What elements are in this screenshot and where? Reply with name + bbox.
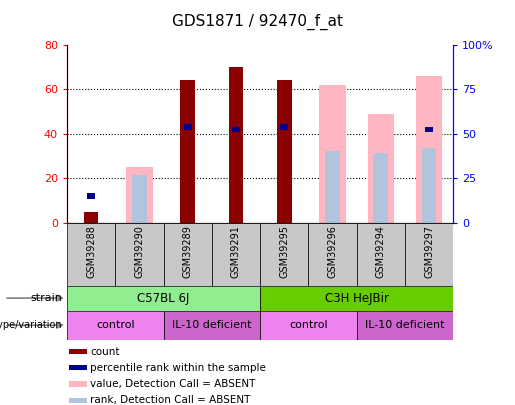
Text: control: control (289, 320, 328, 330)
Bar (163, 311, 260, 340)
Text: rank, Detection Call = ABSENT: rank, Detection Call = ABSENT (90, 395, 250, 405)
Bar (84, 211, 98, 223)
Text: count: count (90, 347, 119, 357)
Bar (280, 124, 288, 130)
Text: IL-10 deficient: IL-10 deficient (365, 320, 444, 330)
Bar (126, 167, 152, 223)
Text: GSM39288: GSM39288 (86, 225, 96, 278)
Bar (405, 223, 453, 286)
Bar (69, 349, 87, 354)
Text: GSM39290: GSM39290 (134, 225, 144, 278)
Bar (373, 153, 388, 223)
Text: genotype/variation: genotype/variation (0, 320, 62, 330)
Bar (69, 382, 87, 387)
Text: value, Detection Call = ABSENT: value, Detection Call = ABSENT (90, 379, 255, 389)
Text: IL-10 deficient: IL-10 deficient (172, 320, 251, 330)
Text: GSM39289: GSM39289 (183, 225, 193, 278)
Text: GSM39296: GSM39296 (328, 225, 337, 278)
Bar (319, 85, 346, 223)
Text: GSM39291: GSM39291 (231, 225, 241, 278)
Bar (260, 311, 356, 340)
Text: strain: strain (30, 293, 62, 303)
Bar (67, 311, 163, 340)
Bar (308, 223, 356, 286)
Bar (87, 193, 95, 199)
Bar (260, 286, 453, 311)
Bar (212, 223, 260, 286)
Bar (368, 113, 394, 223)
Bar (163, 223, 212, 286)
Text: control: control (96, 320, 134, 330)
Bar (67, 223, 115, 286)
Bar (229, 67, 243, 223)
Bar (232, 126, 240, 132)
Bar (277, 80, 291, 223)
Bar (356, 311, 453, 340)
Bar (67, 286, 260, 311)
Bar (132, 175, 147, 223)
Bar (184, 124, 192, 130)
Text: percentile rank within the sample: percentile rank within the sample (90, 363, 266, 373)
Bar (325, 151, 340, 223)
Bar (260, 223, 308, 286)
Text: GDS1871 / 92470_f_at: GDS1871 / 92470_f_at (172, 14, 343, 30)
Text: GSM39297: GSM39297 (424, 225, 434, 278)
Bar (180, 80, 195, 223)
Bar (422, 148, 436, 223)
Bar (69, 398, 87, 403)
Text: C57BL 6J: C57BL 6J (138, 292, 190, 305)
Text: GSM39295: GSM39295 (279, 225, 289, 278)
Bar (69, 365, 87, 371)
Bar (416, 76, 442, 223)
Text: GSM39294: GSM39294 (376, 225, 386, 278)
Bar (356, 223, 405, 286)
Bar (115, 223, 163, 286)
Bar (425, 126, 433, 132)
Text: C3H HeJBir: C3H HeJBir (324, 292, 389, 305)
